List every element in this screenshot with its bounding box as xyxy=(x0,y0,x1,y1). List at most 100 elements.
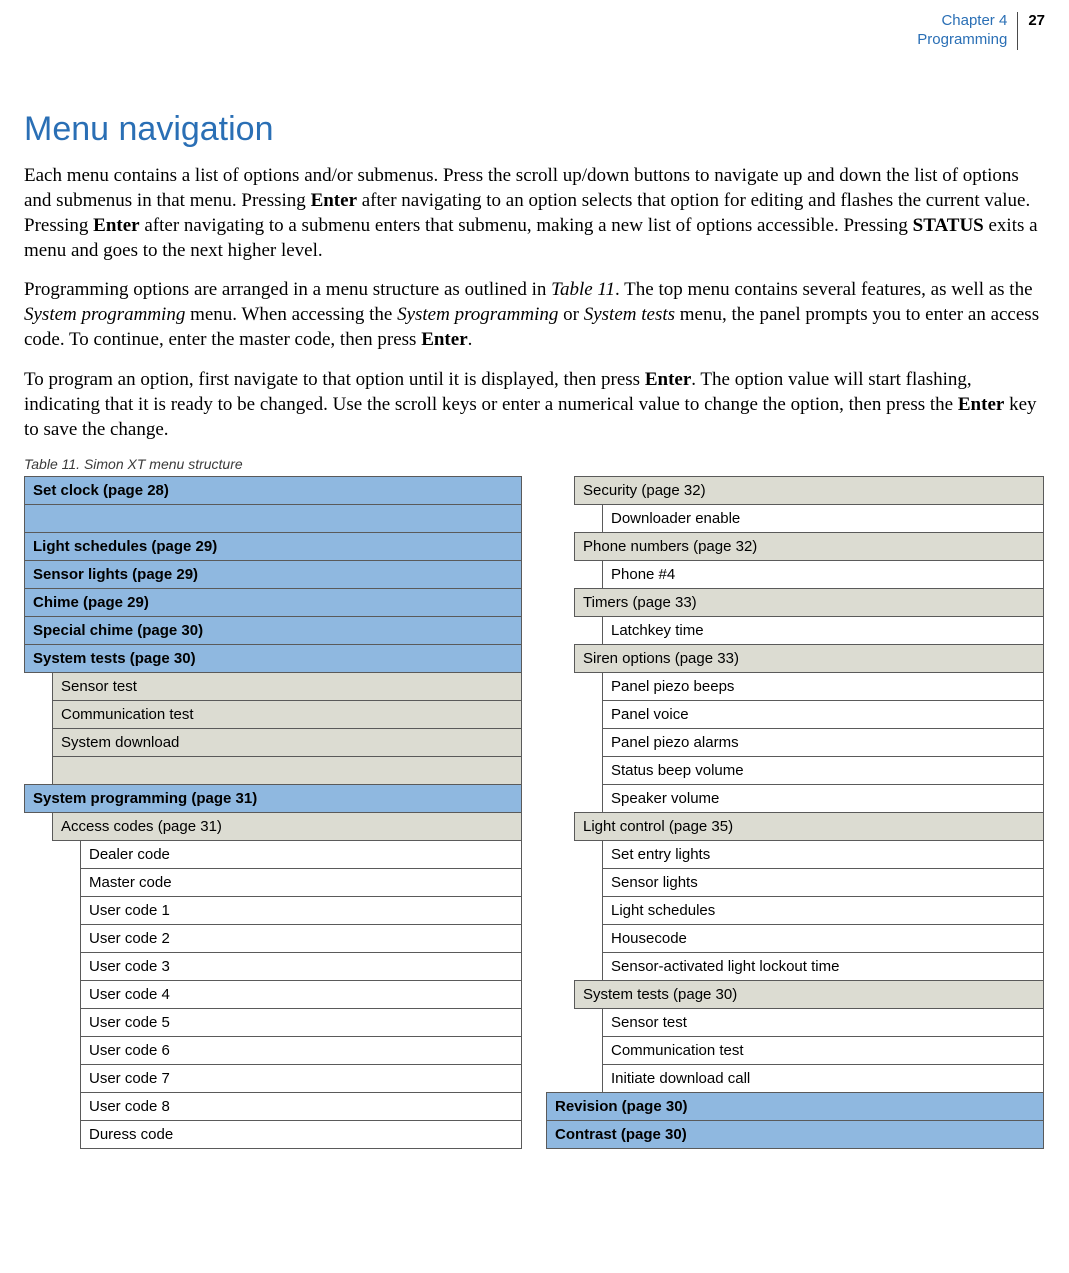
menu-light-control: Light control (page 35) xyxy=(575,812,1044,840)
indent xyxy=(25,1092,53,1120)
menu-blank-1 xyxy=(25,504,522,532)
indent xyxy=(53,896,81,924)
p2-text-c: menu. When accessing the xyxy=(185,304,397,325)
indent xyxy=(547,504,575,532)
menu-sensor-test-r: Sensor test xyxy=(603,1008,1044,1036)
menu-speaker-volume: Speaker volume xyxy=(603,784,1044,812)
chapter-line2: Programming xyxy=(917,31,1007,50)
menu-latchkey-time: Latchkey time xyxy=(603,616,1044,644)
menu-sensor-lights: Sensor lights (page 29) xyxy=(25,560,522,588)
p3-text-a: To program an option, first navigate to … xyxy=(24,369,645,390)
menu-status-beep-volume: Status beep volume xyxy=(603,756,1044,784)
indent xyxy=(575,700,603,728)
p2-systests: System tests xyxy=(584,304,675,325)
indent xyxy=(25,952,53,980)
menu-master-code: Master code xyxy=(81,868,522,896)
indent xyxy=(53,840,81,868)
indent xyxy=(547,560,575,588)
indent xyxy=(25,840,53,868)
indent xyxy=(575,896,603,924)
indent xyxy=(25,980,53,1008)
indent xyxy=(547,980,575,1008)
menu-dealer-code: Dealer code xyxy=(81,840,522,868)
indent xyxy=(25,728,53,756)
indent xyxy=(53,1064,81,1092)
p2-table-ref: Table 11 xyxy=(551,279,615,300)
indent xyxy=(547,1036,575,1064)
p2-enter: Enter xyxy=(421,329,467,350)
menu-special-chime: Special chime (page 30) xyxy=(25,616,522,644)
indent xyxy=(25,1036,53,1064)
menu-user-code-1: User code 1 xyxy=(81,896,522,924)
menu-comm-test: Communication test xyxy=(53,700,522,728)
paragraph-3: To program an option, first navigate to … xyxy=(24,367,1045,442)
menu-system-tests-r: System tests (page 30) xyxy=(575,980,1044,1008)
menu-phone-numbers: Phone numbers (page 32) xyxy=(575,532,1044,560)
p2-text-f: . xyxy=(468,329,473,350)
left-column: Set clock (page 28) Light schedules (pag… xyxy=(24,476,522,1149)
p3-enter1: Enter xyxy=(645,369,691,390)
indent xyxy=(547,588,575,616)
menu-downloader-enable: Downloader enable xyxy=(603,504,1044,532)
indent xyxy=(53,1036,81,1064)
menu-sensor-lights-r: Sensor lights xyxy=(603,868,1044,896)
indent xyxy=(575,672,603,700)
page-number: 27 xyxy=(1017,12,1045,50)
indent xyxy=(575,756,603,784)
menu-revision: Revision (page 30) xyxy=(547,1092,1044,1120)
indent xyxy=(547,644,575,672)
menu-comm-test-r: Communication test xyxy=(603,1036,1044,1064)
indent xyxy=(547,952,575,980)
menu-phone-4: Phone #4 xyxy=(603,560,1044,588)
indent xyxy=(25,868,53,896)
p1-enter1: Enter xyxy=(311,190,357,211)
indent xyxy=(53,1092,81,1120)
menu-user-code-5: User code 5 xyxy=(81,1008,522,1036)
chapter-label: Chapter 4 Programming xyxy=(917,12,1017,50)
p3-enter2: Enter xyxy=(958,394,1004,415)
indent xyxy=(575,952,603,980)
menu-user-code-4: User code 4 xyxy=(81,980,522,1008)
menu-security: Security (page 32) xyxy=(575,476,1044,504)
table-caption: Table 11. Simon XT menu structure xyxy=(24,456,1045,472)
menu-light-schedules: Light schedules (page 29) xyxy=(25,532,522,560)
p2-text-d: or xyxy=(558,304,583,325)
right-column: Security (page 32) Downloader enable Pho… xyxy=(546,476,1044,1149)
indent xyxy=(547,1008,575,1036)
menu-initiate-download: Initiate download call xyxy=(603,1064,1044,1092)
menu-blank-2 xyxy=(53,756,522,784)
menu-housecode: Housecode xyxy=(603,924,1044,952)
indent xyxy=(547,812,575,840)
indent xyxy=(53,1008,81,1036)
p2-sysprog2: System programming xyxy=(397,304,558,325)
menu-access-codes: Access codes (page 31) xyxy=(53,812,522,840)
indent xyxy=(547,532,575,560)
p2-text-b: . The top menu contains several features… xyxy=(615,279,1033,300)
p2-sysprog1: System programming xyxy=(24,304,185,325)
left-menu-table: Set clock (page 28) Light schedules (pag… xyxy=(24,476,522,1149)
menu-user-code-2: User code 2 xyxy=(81,924,522,952)
indent xyxy=(53,980,81,1008)
menu-chime: Chime (page 29) xyxy=(25,588,522,616)
menu-user-code-7: User code 7 xyxy=(81,1064,522,1092)
indent xyxy=(547,616,575,644)
indent xyxy=(25,1008,53,1036)
page-header: Chapter 4 Programming 27 xyxy=(24,12,1045,50)
menu-sys-programming: System programming (page 31) xyxy=(25,784,522,812)
chapter-line1: Chapter 4 xyxy=(917,12,1007,31)
indent xyxy=(575,728,603,756)
indent xyxy=(575,1064,603,1092)
indent xyxy=(25,700,53,728)
indent xyxy=(575,840,603,868)
indent xyxy=(25,672,53,700)
menu-light-schedules-r: Light schedules xyxy=(603,896,1044,924)
indent xyxy=(575,504,603,532)
indent xyxy=(25,1064,53,1092)
menu-user-code-8: User code 8 xyxy=(81,1092,522,1120)
menu-sensor-test: Sensor test xyxy=(53,672,522,700)
menu-system-tests: System tests (page 30) xyxy=(25,644,522,672)
indent xyxy=(547,1064,575,1092)
indent xyxy=(53,868,81,896)
indent xyxy=(53,1120,81,1148)
menu-user-code-3: User code 3 xyxy=(81,952,522,980)
